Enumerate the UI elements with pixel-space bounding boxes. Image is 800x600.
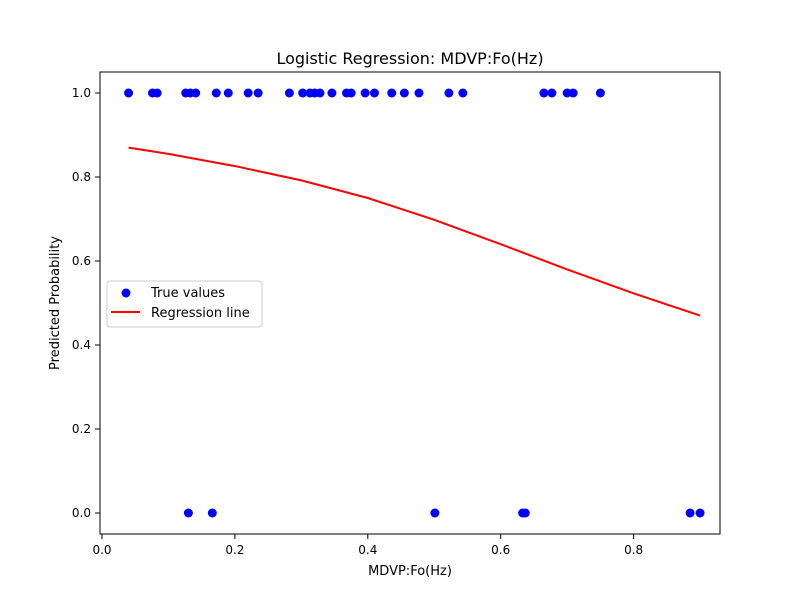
data-point xyxy=(695,508,705,518)
data-point xyxy=(568,88,578,98)
data-point xyxy=(253,88,263,98)
legend-label-regression-line: Regression line xyxy=(151,306,250,321)
data-point xyxy=(346,88,356,98)
x-tick-label: 0.4 xyxy=(358,543,377,557)
data-point xyxy=(360,88,370,98)
data-point xyxy=(191,88,201,98)
data-point xyxy=(284,88,294,98)
data-point xyxy=(183,508,193,518)
legend-frame xyxy=(106,280,263,328)
legend-label-true-values: True values xyxy=(150,286,225,301)
x-tick-label: 0.2 xyxy=(225,543,244,557)
x-tick-label: 0.0 xyxy=(92,543,111,557)
x-tick-label: 0.8 xyxy=(624,543,643,557)
data-point xyxy=(547,88,557,98)
data-point xyxy=(152,88,162,98)
y-tick-label: 0.6 xyxy=(72,254,91,268)
data-point xyxy=(207,508,217,518)
chart-title: Logistic Regression: MDVP:Fo(Hz) xyxy=(276,49,543,68)
data-point xyxy=(539,88,549,98)
data-point xyxy=(211,88,221,98)
data-point xyxy=(520,508,530,518)
data-point xyxy=(458,88,468,98)
x-axis-label: MDVP:Fo(Hz) xyxy=(368,564,452,579)
legend-marker-true-values xyxy=(121,288,131,298)
data-point xyxy=(298,88,308,98)
y-tick-label: 0.2 xyxy=(72,422,91,436)
data-point xyxy=(369,88,379,98)
data-point xyxy=(444,88,454,98)
data-point xyxy=(414,88,424,98)
data-point xyxy=(387,88,397,98)
regression-line xyxy=(128,146,701,317)
y-tick-label: 0.4 xyxy=(72,338,91,352)
y-tick-label: 1.0 xyxy=(72,86,91,100)
data-point xyxy=(223,88,233,98)
data-point xyxy=(595,88,605,98)
data-point xyxy=(243,88,253,98)
y-tick-label: 0.0 xyxy=(72,506,91,520)
x-tick-label: 0.6 xyxy=(491,543,510,557)
y-axis-label: Predicted Probability xyxy=(48,236,63,370)
data-point xyxy=(315,88,325,98)
plot-frame xyxy=(99,71,721,535)
data-point xyxy=(685,508,695,518)
data-point xyxy=(124,88,134,98)
data-point xyxy=(327,88,337,98)
data-point xyxy=(399,88,409,98)
legend: True values Regression line xyxy=(106,280,263,328)
y-tick-label: 0.8 xyxy=(72,170,91,184)
data-point xyxy=(430,508,440,518)
